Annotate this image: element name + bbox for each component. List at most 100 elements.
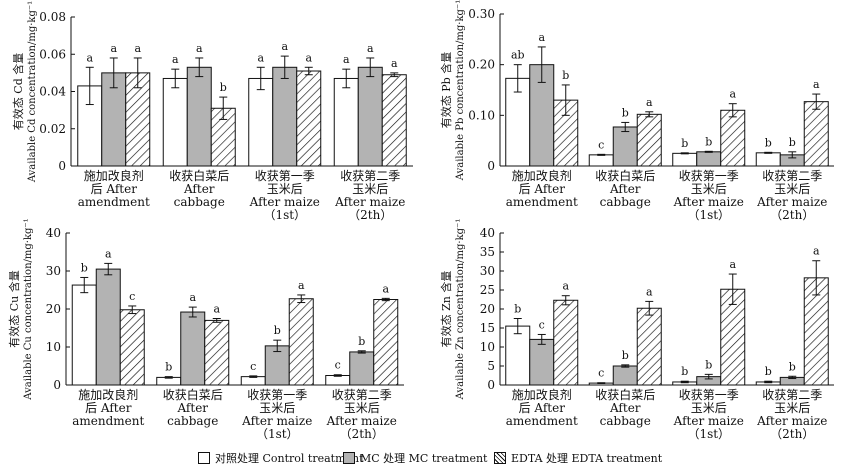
- x-tick-label: 玉米后: [267, 182, 303, 196]
- bar-edta: [204, 319, 230, 386]
- legend-item-mc: MC 处理 MC treatment: [343, 450, 487, 466]
- x-tick-label: 收获第一季: [679, 169, 739, 183]
- y-axis-title-cn: 有效态 Pb 含量: [439, 52, 453, 128]
- y-tick-label: 0.10: [468, 108, 495, 122]
- bar-control: [325, 375, 351, 386]
- chart-pb: 0 0.10 0.20 0.30 有效态 Pb 含量 Available Pb conce…: [439, 0, 834, 222]
- significance-letter: a: [382, 282, 389, 295]
- bar-edta: [119, 309, 145, 386]
- significance-letter: a: [729, 258, 736, 271]
- significance-letter: a: [134, 42, 141, 55]
- legend-label-mc: MC 处理 MC treatment: [360, 452, 488, 465]
- chart-cd: 0 0.02 0.04 0.06 0.08 有效态 Cd 含量 Available Cd c…: [11, 1, 413, 222]
- legend-label-edta: EDTA 处理 EDTA treatment: [511, 452, 663, 465]
- legend-swatch-control: [198, 452, 210, 464]
- y-tick-label: 25: [480, 283, 495, 297]
- significance-letter: a: [257, 51, 264, 64]
- x-tick-label: 施加改良剂: [512, 387, 572, 402]
- x-tick-label: 玉米后: [344, 401, 380, 415]
- significance-letter: a: [196, 42, 203, 55]
- y-tick-label: 0.08: [39, 10, 66, 24]
- bar-control: [162, 77, 188, 167]
- x-tick-label: （1st）: [687, 208, 730, 222]
- significance-letter: b: [681, 137, 688, 150]
- x-tick-label: After maize: [673, 195, 744, 209]
- significance-letter: b: [765, 136, 772, 149]
- significance-letter: b: [358, 335, 365, 348]
- y-tick-label: 15: [480, 321, 495, 335]
- x-tick-label: 后 After: [85, 401, 132, 415]
- bar-control: [71, 284, 97, 386]
- significance-letter: a: [213, 303, 220, 316]
- bar-control: [248, 77, 274, 167]
- significance-letter: b: [274, 324, 281, 337]
- y-tick-label: 30: [46, 264, 61, 278]
- x-tick-label: （2th）: [348, 208, 392, 222]
- bar-mc: [95, 268, 121, 386]
- significance-letter: c: [129, 290, 135, 303]
- x-tick-label: 收获第一季: [255, 169, 315, 183]
- x-tick-label: 后 After: [519, 401, 566, 415]
- significance-letter: a: [298, 279, 305, 292]
- x-tick-label: After maize: [241, 414, 312, 428]
- x-tick-label: 收获白菜后: [595, 387, 655, 402]
- y-tick-label: 0.30: [468, 7, 495, 21]
- chart-zn: 0 5 10 15 20 25 30 35 40 有效态 Zn 含量 Available Zn co…: [439, 219, 834, 441]
- significance-letter: a: [562, 280, 569, 293]
- y-axis-title-en: Available Zn concentration/mg·kg⁻¹: [455, 219, 466, 401]
- bar-control: [755, 152, 781, 167]
- y-tick-label: 20: [46, 302, 61, 316]
- x-tick-label: amendment: [506, 414, 578, 428]
- bar-mc: [186, 66, 212, 167]
- x-tick-label: After: [183, 182, 215, 196]
- x-tick-label: （1st）: [256, 427, 299, 441]
- x-tick-label: amendment: [506, 195, 578, 209]
- bar-control: [333, 77, 359, 167]
- x-tick-label: 收获第二季: [762, 169, 822, 183]
- x-tick-label: After maize: [756, 195, 827, 209]
- x-tick-label: 后 After: [91, 182, 138, 196]
- x-tick-label: 收获白菜后: [169, 168, 229, 183]
- significance-letter: b: [681, 365, 688, 378]
- x-tick-label: 玉米后: [691, 401, 727, 415]
- significance-letter: b: [81, 261, 88, 274]
- significance-letter: a: [367, 42, 374, 55]
- x-tick-label: 收获第二季: [762, 388, 822, 402]
- legend-swatch-mc: [343, 452, 355, 464]
- significance-letter: a: [813, 78, 820, 91]
- x-tick-label: After: [176, 401, 208, 415]
- x-tick-label: 玉米后: [774, 401, 810, 415]
- bar-edta: [553, 299, 579, 386]
- x-tick-label: （2th）: [770, 427, 814, 441]
- x-tick-label: 玉米后: [691, 182, 727, 196]
- legend-item-edta: EDTA 处理 EDTA treatment: [494, 450, 662, 466]
- y-axis-title-en: Available Pb concentration/mg·kg⁻¹: [455, 0, 466, 181]
- x-tick-label: （2th）: [770, 208, 814, 222]
- y-tick-label: 40: [480, 226, 495, 240]
- significance-letter: a: [813, 245, 820, 258]
- x-tick-label: cabbage: [600, 414, 651, 428]
- x-tick-label: cabbage: [600, 195, 651, 209]
- significance-letter: c: [335, 359, 341, 372]
- x-tick-label: 后 After: [519, 182, 566, 196]
- x-tick-label: 施加改良剂: [78, 387, 138, 402]
- legend-label-control: 对照处理 Control treatment: [215, 452, 364, 465]
- legend-swatch-edta: [494, 452, 506, 464]
- bar-edta: [296, 70, 322, 167]
- bar-mc: [180, 311, 206, 386]
- significance-letter: a: [646, 285, 653, 298]
- significance-letter: b: [165, 361, 172, 374]
- significance-letter: a: [105, 247, 112, 260]
- bar-edta: [636, 113, 662, 167]
- significance-letter: a: [538, 31, 545, 44]
- x-tick-label: amendment: [72, 414, 144, 428]
- significance-letter: b: [562, 69, 569, 82]
- significance-letter: a: [729, 88, 736, 101]
- significance-letter: a: [343, 53, 350, 66]
- bar-edta: [288, 298, 314, 386]
- bar-mc: [264, 345, 290, 386]
- significance-letter: a: [172, 53, 179, 66]
- bar-edta: [373, 299, 399, 386]
- x-tick-label: 玉米后: [259, 401, 295, 415]
